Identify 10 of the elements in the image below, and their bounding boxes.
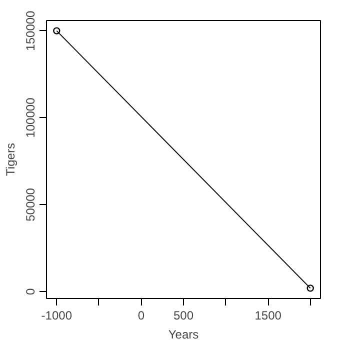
- x-tick-label: 1500: [254, 308, 282, 322]
- y-tick-label: 100000: [24, 97, 38, 138]
- x-tick-label: 500: [173, 308, 194, 322]
- y-tick-label: 150000: [24, 10, 38, 51]
- x-tick-label: -1000: [41, 308, 72, 322]
- y-tick-label: 50000: [24, 188, 38, 222]
- x-axis-title: Years: [168, 328, 199, 342]
- y-axis-title: Tigers: [4, 143, 18, 176]
- y-tick-label: 0: [24, 288, 38, 296]
- x-tick-label: 0: [138, 308, 145, 322]
